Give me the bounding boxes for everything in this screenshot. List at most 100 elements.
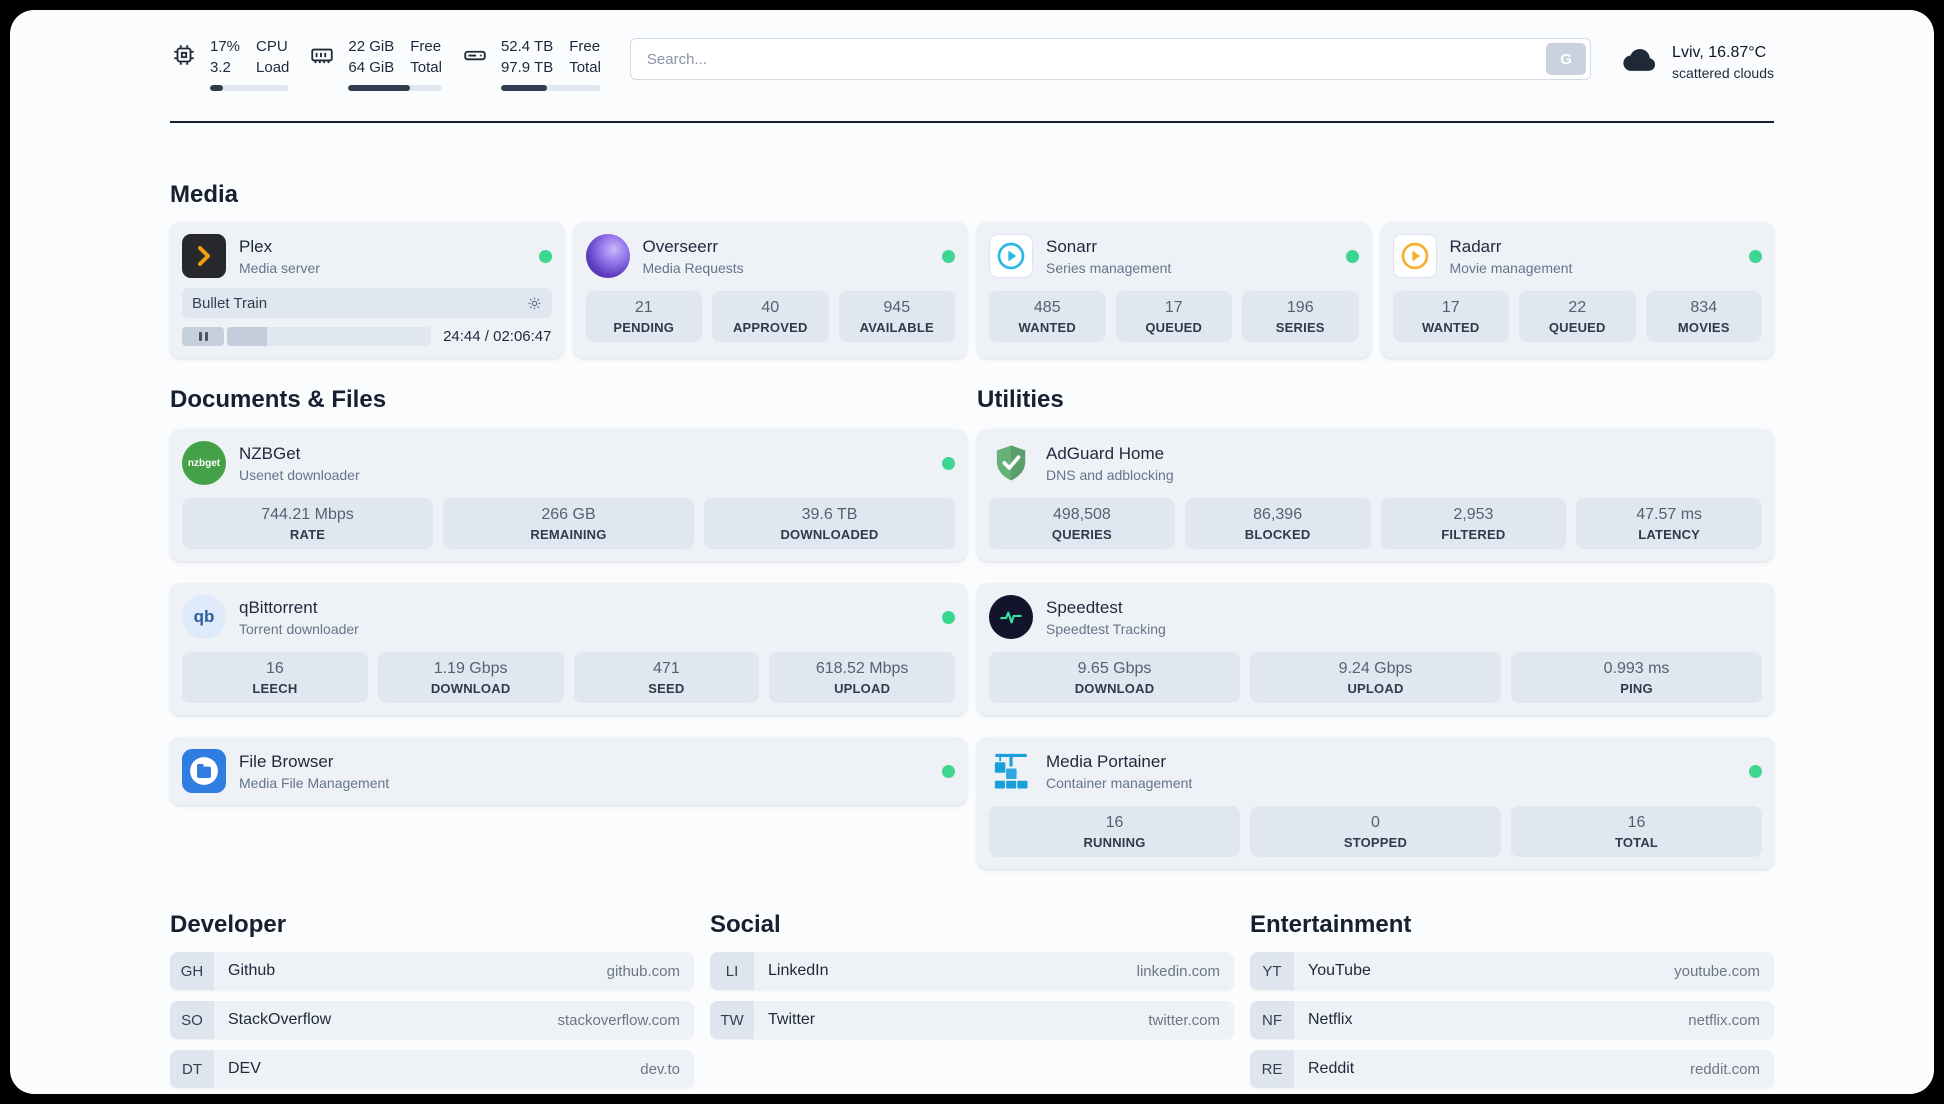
pause-button[interactable] — [182, 327, 224, 346]
status-dot — [1749, 764, 1762, 778]
service-card-speedtest[interactable]: Speedtest Speedtest Tracking 9.65 Gbps D… — [977, 583, 1774, 715]
stat-value: 471 — [653, 660, 680, 677]
qbittorrent-icon-text: qb — [193, 607, 215, 626]
cpu-load-value: 3.2 — [210, 59, 231, 76]
memory-free-value: 22 GiB — [348, 38, 395, 55]
stat-label: QUEUED — [1548, 320, 1606, 335]
service-card-overseerr[interactable]: Overseerr Media Requests 21 PENDING 40 A… — [573, 222, 967, 358]
bookmark-name: Github — [228, 962, 276, 979]
stat-available: 945 AVAILABLE — [838, 291, 955, 342]
stat-label: PENDING — [613, 320, 675, 335]
section-title-documents: Documents & Files — [170, 386, 387, 413]
gear-icon[interactable] — [527, 296, 542, 311]
cpu-readout: 17% 3.2 CPU Load — [210, 38, 289, 77]
service-card-radarr[interactable]: Radarr Movie management 17 WANTED 22 QUE… — [1380, 222, 1774, 358]
service-description: Movie management — [1449, 259, 1573, 276]
cpu-widget-body: 17% 3.2 CPU Load — [170, 38, 289, 77]
stat-value: 485 — [1033, 299, 1061, 316]
service-stats: 498,508 QUERIES 86,396 BLOCKED 2,953 FIL… — [989, 498, 1762, 549]
search-provider-button[interactable]: G — [1546, 43, 1587, 75]
stat-value: 17 — [1441, 299, 1460, 316]
filebrowser-icon — [182, 749, 226, 793]
weather-widget: Lviv, 16.87°C scattered clouds — [1620, 40, 1774, 85]
service-card-filebrowser[interactable]: File Browser Media File Management — [170, 737, 967, 805]
service-card-plex[interactable]: Plex Media server Bullet Train — [170, 222, 564, 358]
cpu-icon — [170, 41, 198, 69]
playback-progress-fill — [227, 327, 267, 346]
stat-value: 0 — [1371, 814, 1380, 831]
stat-label: UPLOAD — [834, 681, 891, 696]
service-card-portainer[interactable]: Media Portainer Container management 16 … — [977, 737, 1774, 869]
cloud-icon — [1620, 40, 1660, 85]
status-dot — [942, 610, 955, 624]
bookmark-abbr: TW — [710, 1001, 754, 1039]
memory-progress-fill — [348, 85, 411, 91]
stat-label: QUERIES — [1051, 527, 1112, 542]
adguard-icon — [989, 441, 1033, 485]
stat-value: 16 — [265, 660, 284, 677]
status-dot — [942, 249, 955, 263]
bookmark-abbr: GH — [170, 952, 214, 990]
search-input[interactable] — [629, 38, 1592, 80]
status-dot — [942, 456, 955, 470]
stat-download: 1.19 Gbps DOWNLOAD — [377, 652, 564, 703]
status-dot — [538, 249, 552, 263]
service-meta: Sonarr Series management — [1046, 237, 1171, 276]
stat-label: LEECH — [252, 681, 298, 696]
stat-approved: 40 APPROVED — [712, 291, 829, 342]
stat-label: SEED — [648, 681, 685, 696]
service-header: AdGuard Home DNS and adblocking — [989, 441, 1762, 485]
speedtest-icon — [989, 595, 1033, 639]
memory-readout: 22 GiB 64 GiB Free Total — [348, 38, 442, 77]
sonarr-icon — [989, 234, 1033, 278]
stat-ping: 0.993 ms PING — [1511, 652, 1762, 703]
service-name: Speedtest — [1046, 597, 1123, 617]
service-name: NZBGet — [239, 443, 301, 463]
service-meta: Overseerr Media Requests — [643, 237, 744, 276]
cpu-widget: 17% 3.2 CPU Load — [170, 38, 290, 91]
bookmark-linkedin[interactable]: LI LinkedIn linkedin.com — [710, 952, 1234, 990]
service-meta: Speedtest Speedtest Tracking — [1046, 598, 1166, 637]
service-header: qb qBittorrent Torrent downloader — [182, 595, 955, 639]
bookmark-dev[interactable]: DT DEV dev.to — [170, 1050, 694, 1088]
service-description: Media server — [239, 259, 320, 276]
service-card-adguard[interactable]: AdGuard Home DNS and adblocking 498,508 … — [977, 429, 1774, 561]
stat-queued: 17 QUEUED — [1115, 291, 1232, 342]
bookmark-stackoverflow[interactable]: SO StackOverflow stackoverflow.com — [170, 1001, 694, 1039]
bookmark-netflix[interactable]: NF Netflix netflix.com — [1250, 1001, 1774, 1039]
service-name: Sonarr — [1046, 236, 1098, 256]
service-card-sonarr[interactable]: Sonarr Series management 485 WANTED 17 Q… — [977, 222, 1371, 358]
stat-label: STOPPED — [1343, 835, 1408, 850]
disk-widget: 52.4 TB 97.9 TB Free Total — [461, 38, 601, 91]
bookmark-reddit[interactable]: RE Reddit reddit.com — [1250, 1050, 1774, 1088]
service-card-nzbget[interactable]: nzbget NZBGet Usenet downloader 744.21 M… — [170, 429, 967, 561]
service-description: Series management — [1046, 259, 1172, 276]
bookmark-twitter[interactable]: TW Twitter twitter.com — [710, 1001, 1234, 1039]
top-bar: 17% 3.2 CPU Load — [170, 38, 1774, 91]
now-playing-title: Bullet Train — [192, 294, 268, 312]
section-title-media: Media — [170, 181, 239, 208]
stat-value: 834 — [1690, 299, 1718, 316]
playback-progress-track[interactable] — [227, 327, 432, 346]
service-description: Speedtest Tracking — [1046, 620, 1166, 637]
section-title-utilities: Utilities — [977, 386, 1064, 413]
plex-icon — [182, 234, 226, 278]
stat-remaining: 266 GB REMAINING — [443, 498, 694, 549]
service-card-qbittorrent[interactable]: qb qBittorrent Torrent downloader 16 — [170, 583, 967, 715]
stat-filtered: 2,953 FILTERED — [1380, 498, 1567, 549]
memory-total-value: 64 GiB — [348, 59, 395, 76]
bookmark-url: youtube.com — [1674, 962, 1760, 980]
cpu-progress-fill — [210, 85, 224, 91]
bookmark-youtube[interactable]: YT YouTube youtube.com — [1250, 952, 1774, 990]
middle-columns: Documents & Files nzbget NZBGet Usenet d… — [170, 386, 1774, 869]
cpu-progress-bar — [210, 85, 290, 91]
service-description: Media File Management — [239, 774, 390, 791]
memory-widget-body: 22 GiB 64 GiB Free Total — [308, 38, 442, 77]
bookmark-group-developer: Developer GH Github github.com SO StackO… — [170, 911, 694, 1094]
service-stats: 485 WANTED 17 QUEUED 196 SERIES — [989, 291, 1359, 342]
section-documents: Documents & Files nzbget NZBGet Usenet d… — [170, 386, 967, 869]
now-playing-row: Bullet Train — [182, 288, 552, 318]
service-meta: File Browser Media File Management — [239, 752, 389, 791]
section-title-entertainment: Entertainment — [1250, 911, 1412, 938]
bookmark-github[interactable]: GH Github github.com — [170, 952, 694, 990]
